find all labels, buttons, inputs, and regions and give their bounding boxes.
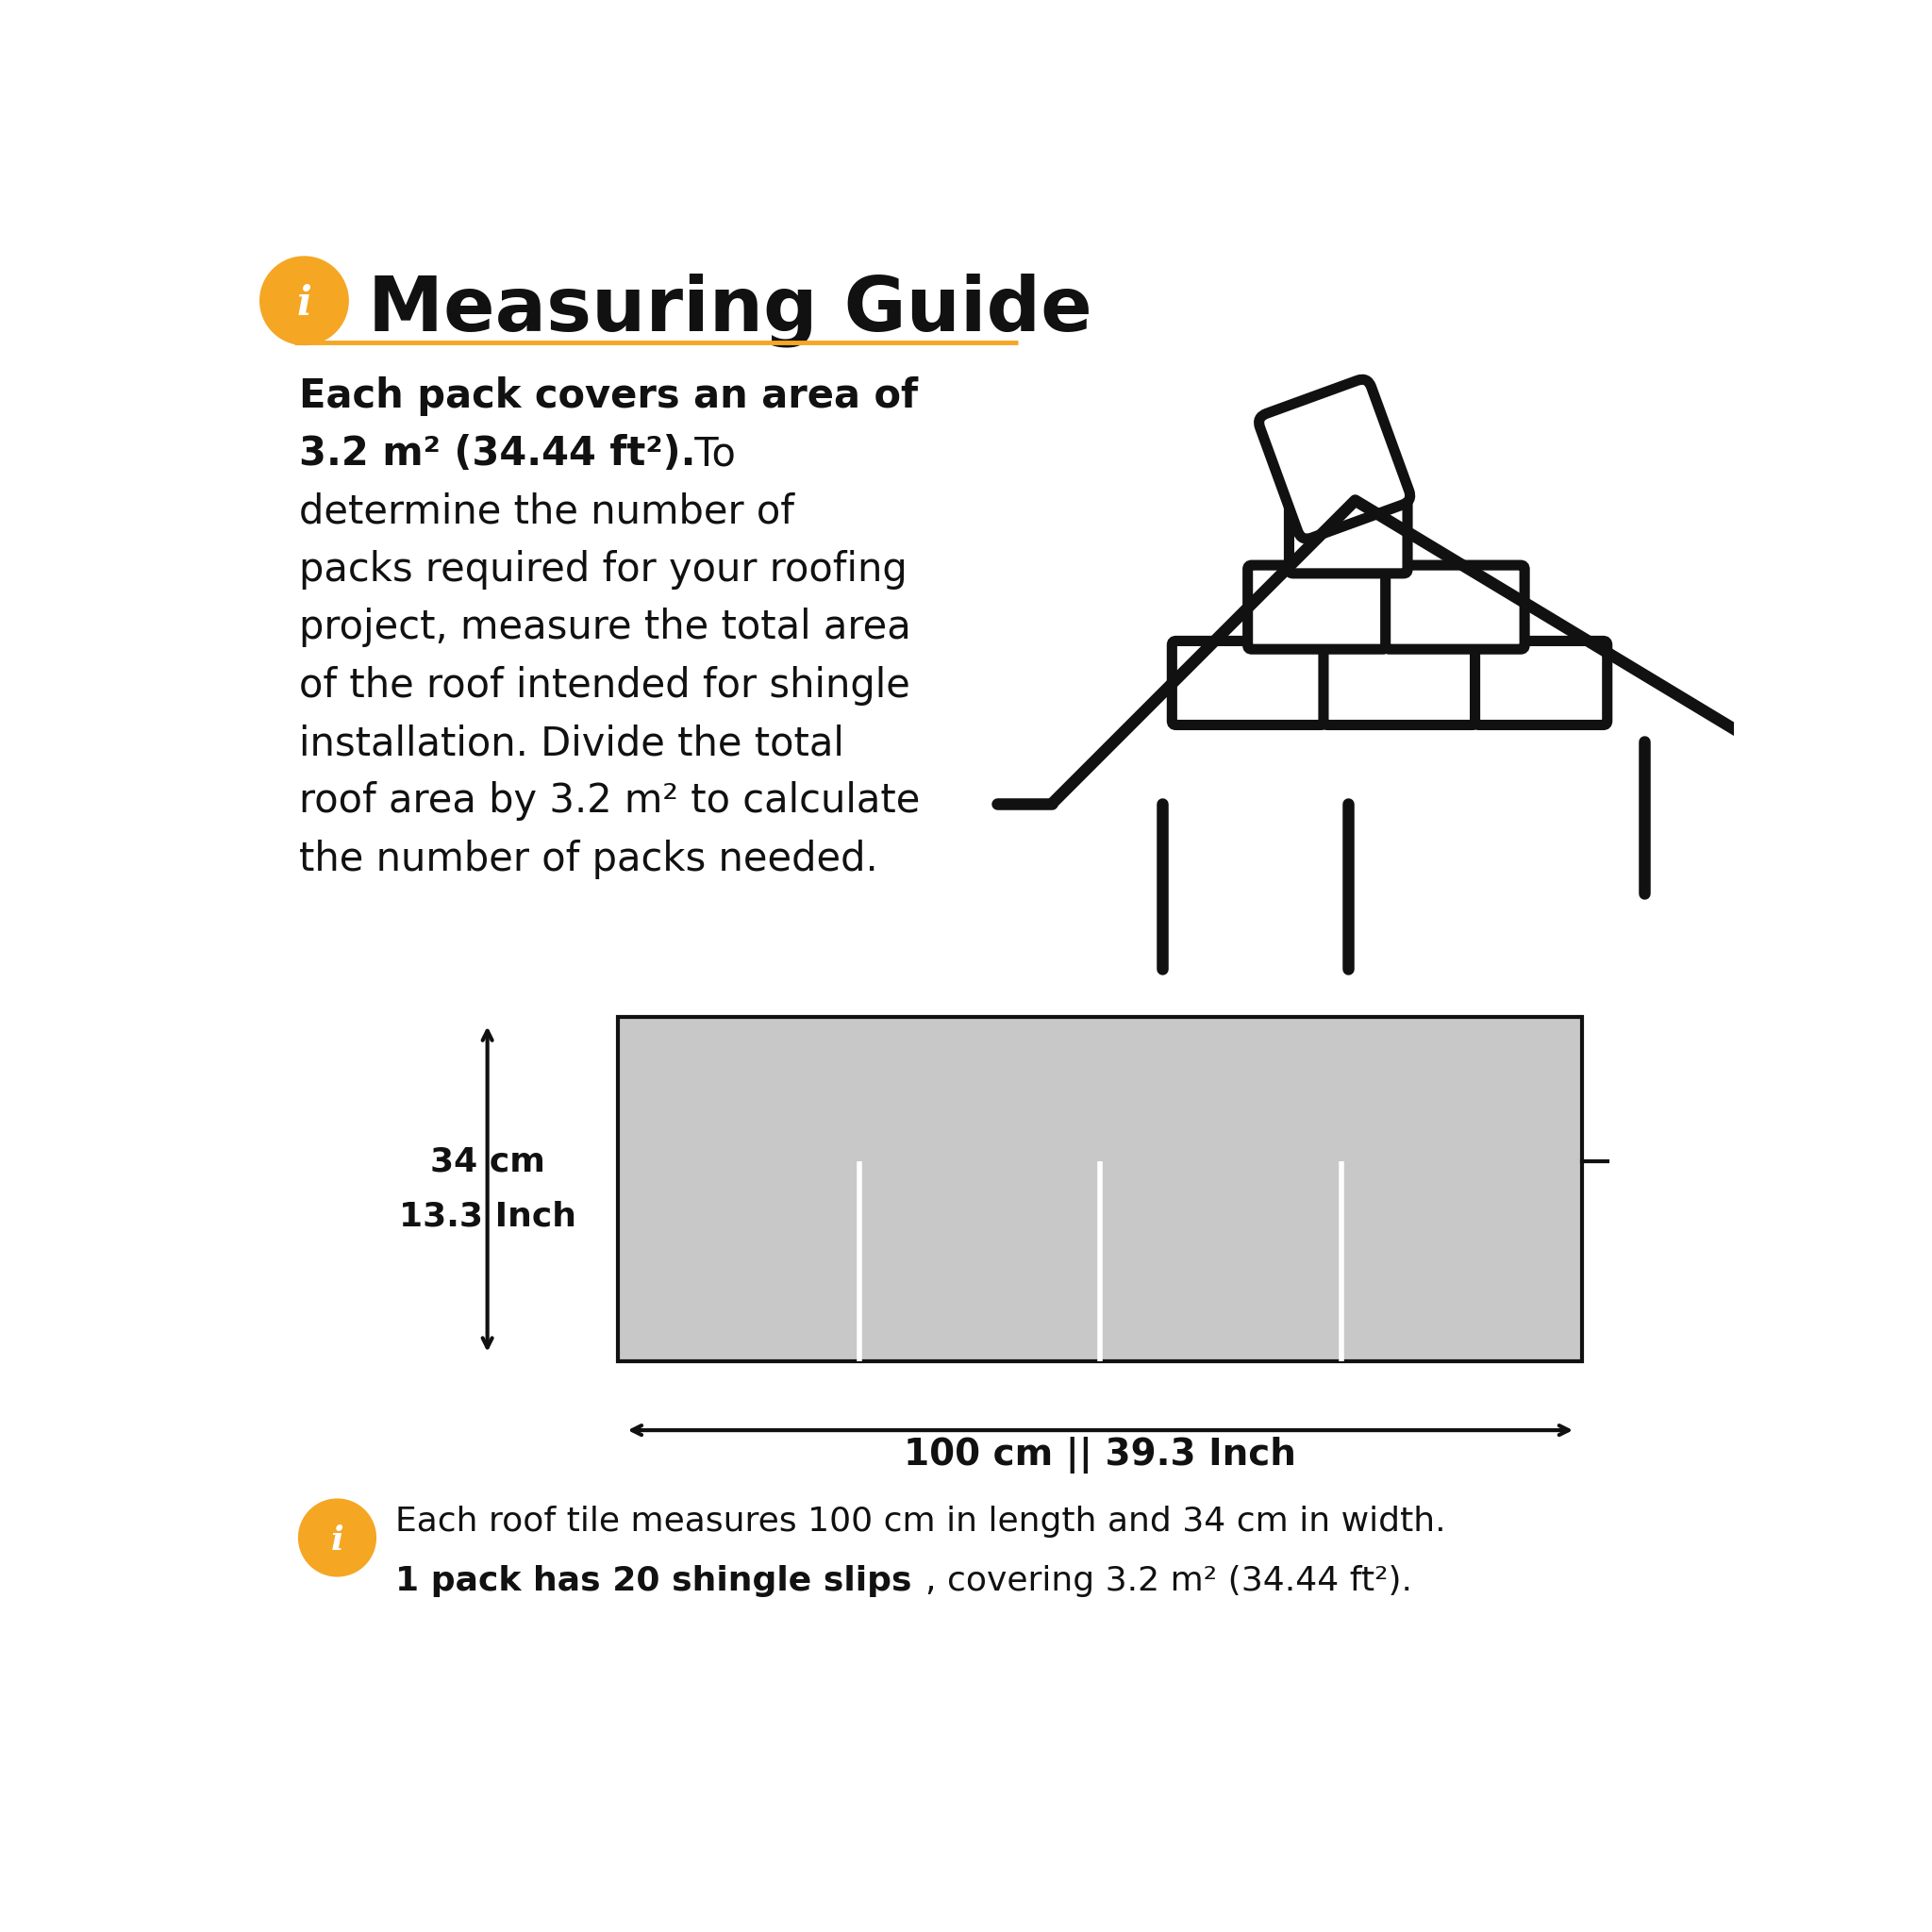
Text: installation. Divide the total: installation. Divide the total — [299, 724, 844, 763]
Text: i: i — [298, 284, 311, 323]
FancyBboxPatch shape — [1474, 641, 1607, 724]
FancyBboxPatch shape — [1385, 566, 1524, 649]
FancyBboxPatch shape — [1248, 566, 1387, 649]
FancyBboxPatch shape — [1173, 641, 1325, 724]
Circle shape — [299, 1499, 377, 1577]
Text: the number of packs needed.: the number of packs needed. — [299, 838, 877, 879]
Text: Each pack covers an area of: Each pack covers an area of — [299, 377, 918, 415]
Bar — [618, 1016, 1582, 1362]
Text: To: To — [682, 435, 736, 473]
Text: 13.3 Inch: 13.3 Inch — [398, 1200, 576, 1233]
Text: 1 pack has 20 shingle slips: 1 pack has 20 shingle slips — [396, 1565, 912, 1598]
Text: Measuring Guide: Measuring Guide — [367, 272, 1092, 348]
Circle shape — [261, 257, 348, 344]
Text: 3.2 m² (34.44 ft²).: 3.2 m² (34.44 ft²). — [299, 435, 696, 473]
Text: 100 cm || 39.3 Inch: 100 cm || 39.3 Inch — [904, 1437, 1296, 1474]
FancyBboxPatch shape — [1323, 641, 1476, 724]
Text: , covering 3.2 m² (34.44 ft²).: , covering 3.2 m² (34.44 ft²). — [925, 1565, 1412, 1598]
Text: Each roof tile measures 100 cm in length and 34 cm in width.: Each roof tile measures 100 cm in length… — [396, 1505, 1445, 1538]
FancyBboxPatch shape — [1289, 489, 1408, 574]
Text: project, measure the total area: project, measure the total area — [299, 609, 910, 647]
FancyBboxPatch shape — [1260, 379, 1410, 539]
Text: 34 cm: 34 cm — [431, 1146, 545, 1179]
Text: determine the number of: determine the number of — [299, 493, 794, 531]
Text: i: i — [330, 1524, 344, 1557]
Text: of the roof intended for shingle: of the roof intended for shingle — [299, 667, 910, 705]
Text: packs required for your roofing: packs required for your roofing — [299, 551, 906, 589]
Text: roof area by 3.2 m² to calculate: roof area by 3.2 m² to calculate — [299, 781, 920, 821]
